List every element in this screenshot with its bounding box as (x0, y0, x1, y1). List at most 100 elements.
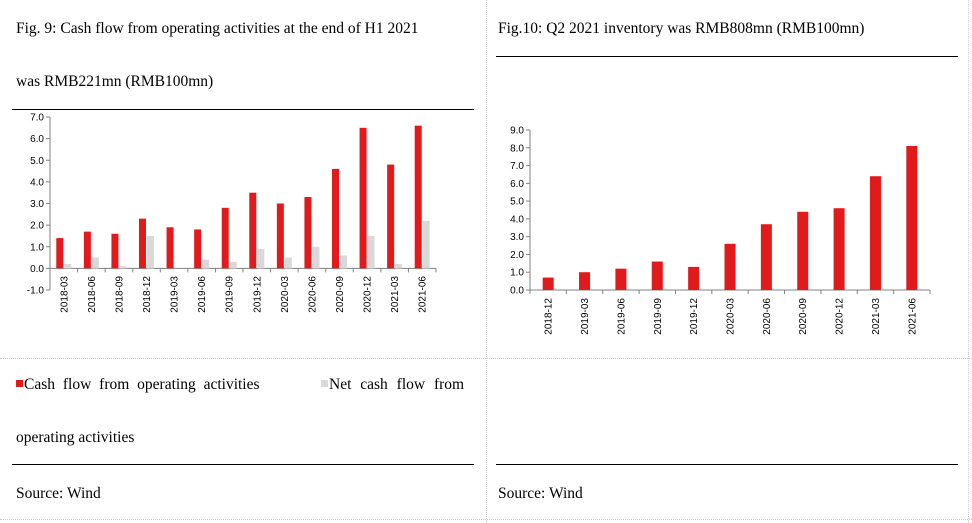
right-bar-s1 (869, 176, 881, 290)
left-bar-s1 (304, 197, 312, 269)
left-bar-s1 (387, 164, 395, 269)
left-y-tick-label: 2.0 (30, 221, 44, 232)
right-source-rule (496, 464, 958, 465)
right-x-tick-label: 2018-12 (544, 298, 555, 335)
left-bar-s2 (395, 264, 403, 269)
left-bar-s2 (202, 259, 210, 269)
left-bar-s2 (64, 264, 72, 269)
legend-item-net-cash-flow: Net cash flow from (321, 376, 464, 394)
right-bar-s1 (651, 261, 663, 290)
left-x-tick-label: 2020-06 (307, 276, 318, 313)
legend-swatch-gray (321, 379, 328, 387)
left-x-tick-label: 2020-09 (335, 276, 346, 313)
bottom-border (0, 519, 972, 520)
left-bar-s1 (276, 203, 284, 269)
panel-divider (486, 0, 487, 523)
right-y-tick-label: 6.0 (510, 179, 524, 190)
left-bar-s2 (257, 248, 265, 269)
left-x-tick-label: 2018-03 (59, 276, 70, 313)
right-x-tick-label: 2021-03 (871, 298, 882, 335)
right-bar-s1 (579, 272, 591, 290)
cash-flow-chart: -1.0 0.0 1.0 2.0 3.0 4.0 5.0 6.0 7.0 2018-03 2018-… (27, 113, 437, 313)
right-bar-s1 (906, 146, 918, 290)
left-x-tick-label: 2020-12 (363, 276, 374, 313)
left-y-tick-label: 5.0 (30, 156, 44, 167)
left-x-tick-label: 2018-06 (87, 276, 98, 313)
left-x-tick-label: 2019-09 (225, 276, 236, 313)
left-bar-s2 (422, 220, 430, 269)
left-bar-s2 (91, 257, 99, 269)
left-bar-s1 (249, 192, 257, 269)
left-bar-s1 (83, 231, 91, 269)
inventory-chart: 0.0 1.0 2.0 3.0 4.0 5.0 6.0 7.0 8.0 9.0 2018-12 201… (510, 126, 931, 335)
left-bar-s2 (229, 261, 237, 269)
right-y-tick-label: 5.0 (510, 197, 524, 208)
left-x-tick-label: 2019-06 (197, 276, 208, 313)
left-caption-line2: was RMB221mn (RMB100mn) (16, 73, 214, 90)
legend-label-net-cash-flow-cont: operating activities (16, 429, 135, 446)
left-source: Source: Wind (16, 485, 101, 502)
left-y-tick-label: 3.0 (30, 199, 44, 210)
left-bar-s2 (367, 235, 375, 269)
left-x-tick-label: 2021-03 (390, 276, 401, 313)
left-caption-line1: Fig. 9: Cash flow from operating activit… (16, 20, 419, 37)
left-x-tick-label: 2019-12 (252, 276, 263, 313)
right-bar-s1 (760, 224, 772, 290)
legend-label-net-cash-flow: Net cash flow from (329, 376, 465, 393)
left-y-tick-label: 0.0 (30, 264, 44, 275)
right-caption-rule (496, 56, 958, 57)
left-bar-s1 (111, 233, 119, 269)
right-bar-s1 (542, 277, 554, 290)
left-bar-s1 (332, 168, 339, 269)
legend-swatch-red (16, 379, 23, 387)
left-x-tick-label: 2020-03 (280, 276, 291, 313)
left-y-tick-label: 4.0 (30, 177, 44, 188)
right-y-tick-label: 9.0 (510, 126, 524, 137)
left-x-tick-label: 2018-12 (142, 276, 153, 313)
right-y-tick-label: 8.0 (510, 143, 524, 154)
right-x-tick-label: 2020-03 (726, 298, 737, 335)
left-bar-s1 (414, 125, 422, 269)
right-x-tick-label: 2019-12 (689, 298, 700, 335)
left-bar-s2 (312, 246, 320, 269)
right-bar-s1 (797, 211, 809, 290)
left-x-tick-label: 2021-06 (418, 276, 429, 313)
left-bar-s1 (194, 229, 202, 269)
left-bar-s2 (340, 255, 347, 269)
left-bar-s1 (359, 127, 367, 269)
left-bar-s1 (139, 218, 146, 269)
right-bar-s1 (688, 266, 700, 290)
right-x-tick-label: 2020-06 (762, 298, 773, 335)
left-x-tick-label: 2019-03 (170, 276, 181, 313)
right-y-tick-label: 3.0 (510, 232, 524, 243)
right-bar-s1 (833, 208, 845, 290)
right-bar-s1 (615, 268, 627, 290)
right-x-tick-label: 2020-12 (835, 298, 846, 335)
legend-label-cash-flow: Cash flow from operating activities (24, 376, 260, 393)
right-y-tick-label: 0.0 (510, 286, 524, 297)
left-bar-s2 (147, 235, 154, 269)
right-y-tick-label: 2.0 (510, 250, 524, 261)
left-source-rule (12, 464, 474, 465)
right-y-tick-label: 7.0 (510, 161, 524, 172)
left-bar-s1 (166, 227, 174, 269)
right-y-tick-label: 4.0 (510, 214, 524, 225)
right-x-tick-label: 2020-09 (798, 298, 809, 335)
left-caption-rule (12, 109, 474, 110)
left-y-tick-label: 6.0 (30, 134, 44, 145)
row-divider (0, 358, 972, 359)
left-x-tick-label: 2018-09 (114, 276, 125, 313)
right-x-tick-label: 2021-06 (907, 298, 918, 335)
right-x-tick-label: 2019-09 (653, 298, 664, 335)
left-bar-s1 (56, 238, 64, 269)
right-x-tick-label: 2019-06 (616, 298, 627, 335)
right-x-tick-label: 2019-03 (580, 298, 591, 335)
right-caption: Fig.10: Q2 2021 inventory was RMB808mn (… (498, 20, 865, 37)
left-y-tick-label: -1.0 (27, 286, 45, 297)
left-bar-s2 (284, 257, 292, 269)
panel-border-right (968, 0, 969, 523)
left-bar-s2 (119, 266, 127, 269)
legend-item-cash-flow: Cash flow from operating activities (16, 376, 260, 394)
left-bar-s1 (221, 207, 229, 269)
right-source: Source: Wind (498, 485, 583, 502)
